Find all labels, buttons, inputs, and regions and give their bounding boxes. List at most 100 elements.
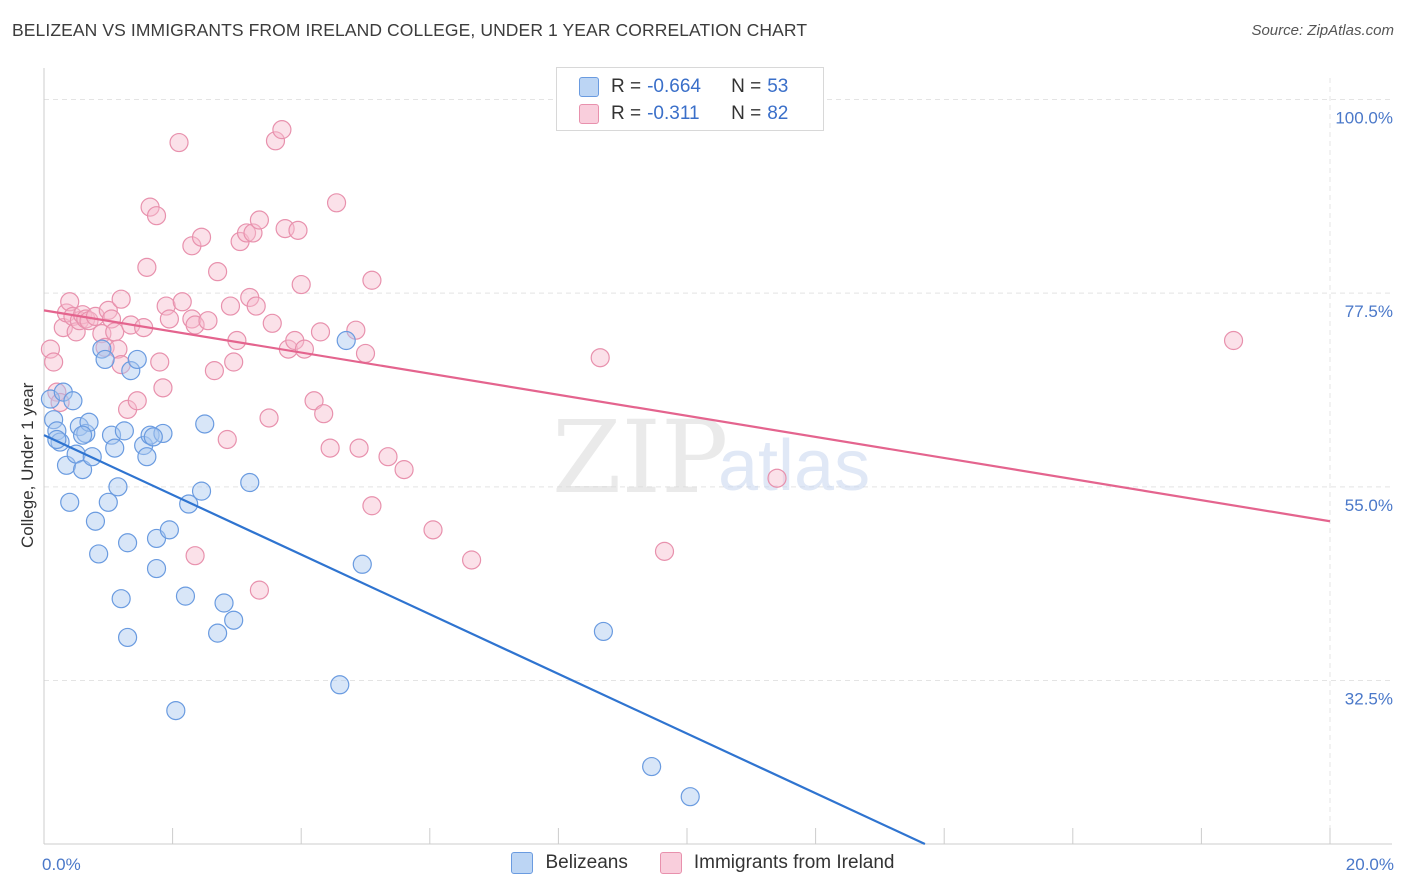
series-immigrants-from-ireland (40, 120, 1244, 600)
data-point (217, 429, 237, 450)
data-point (767, 468, 787, 488)
data-point (127, 349, 147, 370)
data-point (246, 296, 266, 316)
data-point (185, 546, 205, 566)
data-point (137, 257, 157, 277)
data-point (117, 627, 138, 648)
legend-row-ireland: R = -0.311 N = 82 (579, 101, 788, 127)
data-point (76, 423, 96, 444)
axes (43, 68, 1392, 845)
legend-swatch-blue (579, 77, 599, 97)
data-point (191, 481, 212, 501)
gridlines (44, 78, 1392, 844)
data-point (182, 309, 202, 329)
legend-r-label: R = (611, 76, 642, 97)
data-point (44, 352, 64, 372)
data-point (72, 425, 93, 445)
data-point (44, 410, 64, 430)
y-tick-label: 100.0% (1335, 109, 1393, 128)
data-point (654, 541, 675, 561)
data-point (159, 520, 179, 540)
data-point (72, 460, 93, 480)
y-tick-label: 77.5% (1345, 302, 1393, 321)
data-point (47, 429, 67, 450)
data-point (1223, 330, 1244, 351)
legend-r-label: R = (611, 103, 642, 124)
data-point (60, 492, 80, 512)
legend-row-belizeans: R = -0.664 N = 53 (579, 74, 788, 100)
data-point (114, 421, 134, 441)
trend-line-blue (43, 434, 926, 845)
data-point (89, 544, 109, 564)
data-point (198, 311, 218, 331)
data-point (423, 520, 443, 540)
legend-swatch-pink (659, 852, 682, 874)
data-point (117, 533, 138, 553)
data-point (105, 438, 125, 458)
legend-label-ireland: Immigrants from Ireland (693, 852, 895, 873)
data-point (224, 610, 244, 630)
legend-swatch-blue (511, 852, 534, 874)
data-point (95, 349, 115, 370)
y-tick-label: 32.5% (1345, 689, 1393, 708)
data-point (220, 296, 241, 316)
data-point (590, 348, 610, 368)
data-point (208, 262, 228, 282)
data-point (143, 427, 163, 447)
data-point (461, 550, 482, 570)
data-point (262, 313, 282, 333)
data-point (249, 580, 270, 600)
data-point (362, 270, 382, 290)
watermark-atlas: atlas (718, 426, 870, 506)
trend-lines (43, 309, 1331, 845)
series-belizeans (40, 330, 700, 807)
data-point (85, 511, 106, 531)
data-point (175, 586, 196, 606)
data-point (146, 558, 167, 579)
legend-item-ireland[interactable]: Immigrants from Ireland (659, 852, 895, 874)
data-point (127, 391, 147, 411)
y-tick-label: 55.0% (1345, 496, 1393, 515)
data-point (195, 414, 215, 434)
legend-swatch-pink (579, 104, 599, 124)
legend-n-label: N = (731, 76, 762, 97)
data-point (349, 438, 369, 458)
data-point (336, 330, 356, 351)
legend-n-value: 82 (767, 103, 789, 124)
legend-n-value: 53 (767, 76, 789, 97)
data-point (166, 700, 186, 721)
data-point (355, 343, 376, 364)
data-point (105, 322, 125, 342)
data-point (265, 131, 286, 151)
data-point (330, 675, 350, 695)
data-point (108, 477, 128, 497)
data-point (249, 210, 270, 230)
legend-r-value: -0.664 (647, 76, 701, 97)
trend-line-pink (43, 309, 1331, 523)
watermark: ZIP atlas (552, 399, 870, 516)
data-point (310, 322, 331, 342)
data-point (191, 227, 212, 247)
y-axis-title: College, Under 1 year (18, 382, 37, 548)
data-point (362, 496, 382, 516)
data-point (111, 289, 131, 309)
x-tick-label: 0.0% (42, 855, 81, 874)
data-point (169, 132, 189, 153)
legend-item-belizeans[interactable]: Belizeans (511, 852, 628, 874)
data-point (63, 391, 83, 411)
data-point (137, 447, 157, 467)
data-point (150, 352, 170, 372)
data-point (240, 472, 260, 493)
data-point (172, 292, 192, 312)
data-point (593, 621, 614, 642)
source-credit: Source: ZipAtlas.com (1251, 22, 1394, 39)
legend-n-label: N = (731, 103, 762, 124)
data-point (294, 339, 315, 359)
data-point (66, 322, 86, 342)
data-point (214, 593, 234, 613)
data-point (378, 447, 398, 467)
data-point (98, 492, 118, 512)
data-point (680, 787, 700, 807)
x-tick-label: 20.0% (1346, 855, 1394, 874)
data-point (208, 623, 228, 643)
